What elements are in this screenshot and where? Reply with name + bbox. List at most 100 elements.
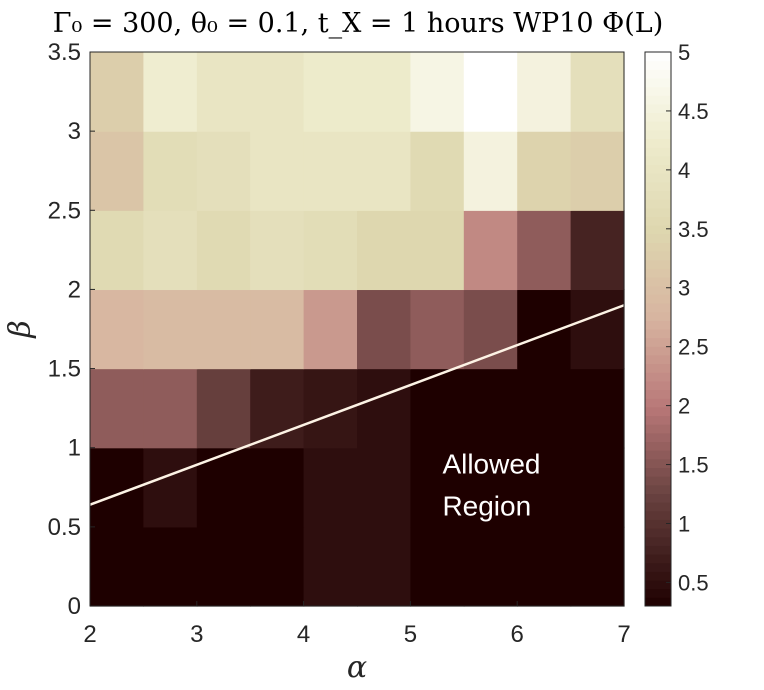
heatmap-cell xyxy=(570,210,625,291)
colorbar-segment xyxy=(645,476,671,486)
colorbar-segment xyxy=(645,164,671,174)
colorbar-segment xyxy=(645,251,671,261)
colorbar-segment xyxy=(645,510,671,520)
heatmap-cell xyxy=(143,368,198,449)
colorbar-segment xyxy=(645,77,671,88)
constraint-line xyxy=(89,304,625,506)
x-tick-label: 4 xyxy=(297,621,310,648)
colorbar-segment xyxy=(645,415,671,425)
heatmap-cell xyxy=(250,447,305,528)
heatmap-cell xyxy=(250,52,305,132)
heatmap-cell xyxy=(196,52,251,132)
heatmap-cell xyxy=(463,210,518,291)
heatmap-cell xyxy=(250,210,305,291)
heatmap-cell xyxy=(303,210,358,291)
heatmap-cell xyxy=(303,447,358,528)
heatmap-cell xyxy=(463,52,518,132)
heatmap-cell xyxy=(463,131,518,211)
heatmap-cell xyxy=(570,289,625,370)
heatmap-cell xyxy=(410,131,465,211)
heatmap-cell xyxy=(570,368,625,449)
x-tick-label: 7 xyxy=(617,621,630,648)
colorbar-segment xyxy=(645,536,671,546)
colorbar-segment xyxy=(645,450,671,460)
colorbar-segment xyxy=(645,60,671,70)
heatmap-cell xyxy=(250,289,305,370)
heatmap-cell xyxy=(143,210,198,291)
heatmap-cell xyxy=(570,526,625,607)
heatmap-cell xyxy=(357,447,411,528)
heatmap-cell xyxy=(570,447,625,528)
heatmap-cell xyxy=(143,52,198,132)
y-tick-label: 2.5 xyxy=(48,197,81,224)
colorbar-segment xyxy=(645,346,671,356)
colorbar-segment xyxy=(645,458,671,468)
colorbar-segment xyxy=(645,52,671,62)
colorbar-tick-label: 3.5 xyxy=(678,217,709,242)
colorbar-tick-label: 1 xyxy=(678,511,690,536)
colorbar-tick-label: 4.5 xyxy=(678,99,709,124)
heatmap-cell xyxy=(250,526,305,607)
heatmap-cell xyxy=(570,52,625,132)
colorbar-segment xyxy=(645,216,671,226)
heatmap-cell xyxy=(517,526,572,607)
heatmap-cell xyxy=(143,289,198,370)
heatmap-cell xyxy=(90,52,144,132)
colorbar-segment xyxy=(645,69,671,79)
heatmap-cell xyxy=(90,289,144,370)
heatmap-cell xyxy=(517,131,572,211)
colorbar-segment xyxy=(645,303,671,313)
colorbar-segment xyxy=(645,95,671,105)
colorbar-tick-label: 0.5 xyxy=(678,570,709,595)
heatmap-cell xyxy=(357,526,411,607)
heatmap-cell xyxy=(250,368,305,449)
colorbar-segment xyxy=(645,580,671,590)
colorbar-tick-label: 1.5 xyxy=(678,453,709,478)
colorbar-segment xyxy=(645,493,671,503)
heatmap-cell xyxy=(570,131,625,211)
heatmap-cell xyxy=(90,368,144,449)
heatmap-cell xyxy=(463,368,518,449)
colorbar-segment xyxy=(645,380,671,391)
colorbar-segment xyxy=(645,554,671,564)
y-tick-label: 0.5 xyxy=(48,514,81,541)
chart-title: Γ₀ = 300, θ₀ = 0.1, t_X = 1 hours WP10 Φ… xyxy=(53,8,664,39)
heatmap-cell xyxy=(303,52,358,132)
heatmap-cell xyxy=(410,368,465,449)
heatmap-cell xyxy=(143,526,198,607)
colorbar-segment xyxy=(645,588,671,598)
y-tick-label: 3 xyxy=(68,118,81,145)
colorbar-segment xyxy=(645,329,671,339)
heatmap-cell xyxy=(410,52,465,132)
annotation-line: Region xyxy=(442,491,531,522)
colorbar-segment xyxy=(645,112,671,122)
colorbar-segment xyxy=(645,233,671,243)
heatmap-cell xyxy=(410,210,465,291)
heatmap-cell xyxy=(250,131,305,211)
heatmap-cell xyxy=(463,289,518,370)
heatmap-cell xyxy=(357,368,411,449)
colorbar-segment xyxy=(645,545,671,555)
colorbar-segment xyxy=(645,259,671,269)
heatmap-cell xyxy=(517,368,572,449)
heatmap-cell xyxy=(357,289,411,370)
colorbar-segment xyxy=(645,597,671,607)
y-axis-label: β xyxy=(3,320,38,338)
heatmap-cell xyxy=(196,447,251,528)
colorbar-tick-label: 3 xyxy=(678,276,690,301)
colorbar-tick-label: 2.5 xyxy=(678,335,709,360)
colorbar-segment xyxy=(645,363,671,373)
colorbar-segment xyxy=(645,372,671,382)
colorbar-segment xyxy=(645,147,671,157)
y-tick-label: 1 xyxy=(68,435,81,462)
colorbar-segment xyxy=(645,424,671,434)
y-tick-label: 2 xyxy=(68,276,81,303)
annotation-line: Allowed xyxy=(442,449,540,480)
x-axis-label: α xyxy=(347,650,367,685)
colorbar-segment xyxy=(645,354,671,365)
colorbar-segment xyxy=(645,398,671,408)
heatmap-cell xyxy=(357,52,411,132)
colorbar-segment xyxy=(645,225,671,235)
x-tick-label: 5 xyxy=(404,621,417,648)
